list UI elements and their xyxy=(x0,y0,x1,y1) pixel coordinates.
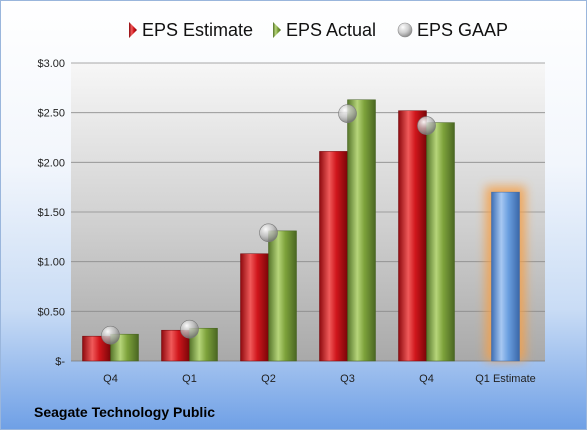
marker-eps-gaap xyxy=(417,116,436,135)
legend-label-estimate: EPS Estimate xyxy=(142,20,253,40)
x-tick-label: Q3 xyxy=(340,373,355,385)
legend-item-actual: EPS Actual xyxy=(273,20,376,40)
x-axis-labels: Q4 Q1 Q2 Q3 Q4 Q1 Estimate xyxy=(103,373,536,385)
y-axis-ticks: $- $0.50 $1.00 $1.50 $2.00 $2.50 $3.00 xyxy=(37,58,65,368)
y-tick-label: $0.50 xyxy=(37,306,65,318)
y-tick-label: $1.50 xyxy=(37,207,65,219)
marker-eps-gaap xyxy=(180,319,199,339)
bar-eps-estimate xyxy=(398,110,427,362)
bar-eps-actual xyxy=(268,230,297,362)
legend-swatch-actual xyxy=(273,22,281,38)
legend-swatch-gaap xyxy=(397,22,413,38)
y-tick-label: $2.50 xyxy=(37,108,65,120)
gaap-markers xyxy=(101,104,436,345)
x-tick-label: Q1 Estimate xyxy=(475,373,536,385)
y-tick-label: $2.00 xyxy=(37,157,65,169)
legend: EPS Estimate EPS Actual EPS GAAP xyxy=(129,20,508,40)
bar-eps-actual xyxy=(347,99,376,362)
bar-q1-estimate xyxy=(491,191,520,362)
x-tick-label: Q1 xyxy=(182,373,197,385)
legend-swatch-estimate xyxy=(129,22,137,38)
marker-eps-gaap xyxy=(101,325,120,345)
x-tick-label: Q4 xyxy=(419,373,434,385)
marker-eps-gaap xyxy=(338,104,357,123)
marker-eps-gaap xyxy=(259,223,278,243)
bar-eps-actual xyxy=(426,122,455,362)
bars xyxy=(82,99,526,362)
company-name: Seagate Technology Public xyxy=(34,404,215,420)
legend-item-gaap: EPS GAAP xyxy=(397,20,508,40)
bar-eps-estimate xyxy=(319,151,348,362)
y-tick-label: $3.00 xyxy=(37,58,65,70)
y-tick-label: $- xyxy=(55,356,65,368)
legend-label-actual: EPS Actual xyxy=(286,20,376,40)
x-tick-label: Q2 xyxy=(261,373,276,385)
grid-lines xyxy=(71,62,545,362)
bar-eps-estimate xyxy=(240,253,269,362)
x-tick-label: Q4 xyxy=(103,373,118,385)
legend-item-estimate: EPS Estimate xyxy=(129,20,253,40)
legend-label-gaap: EPS GAAP xyxy=(417,20,508,40)
y-tick-label: $1.00 xyxy=(37,257,65,269)
